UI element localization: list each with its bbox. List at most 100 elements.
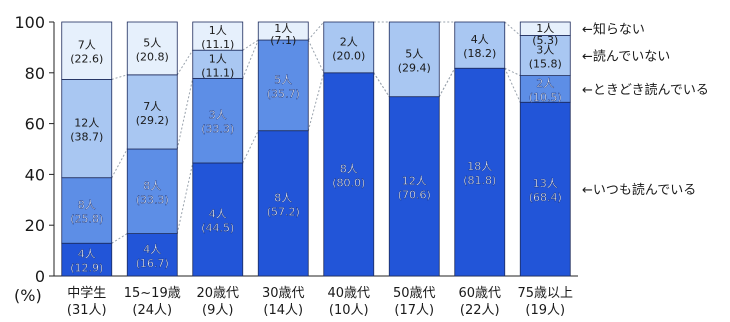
bar-segment-percent-label: (38.7) [70,131,103,144]
label-layer: 4人(12.9)8人(25.8)12人(38.7)7人(22.6)4人(16.7… [70,22,562,275]
segment-connector-line [307,72,325,131]
bar-segment-percent-label: (70.6) [398,188,431,201]
bar-segment-count-label: 2人 [536,77,554,90]
bar-segment [323,21,375,74]
bar-segment [388,21,440,98]
bar-segment-count-label: 8人 [340,162,358,175]
segment-connector-line [504,68,521,103]
bar-segment [257,39,309,132]
bar-segment-percent-label: (57.2) [267,205,300,218]
bar-segment-count-label: 8人 [143,179,161,192]
x-category-count-label: (31人) [67,303,107,318]
bar-segment-count-label: 4人 [143,243,161,256]
y-tick-label: 80 [25,64,45,83]
segment-connector-line [242,39,259,79]
x-category-label: 60歳代 [458,286,501,301]
bar-segment-percent-label: (15.8) [529,58,562,71]
y-tick-label: 0 [35,267,45,286]
bar-segment-percent-label: (80.0) [332,176,365,189]
segment-connector-line [307,21,325,41]
bar-segment-percent-label: (20.0) [332,49,365,62]
bar-segment-percent-label: (33.3) [201,123,234,136]
x-category-count-label: (19人) [525,303,565,318]
segment-connector-line [176,162,194,234]
segment-connector-line [111,233,128,244]
bar-segment [61,177,113,244]
bar-segment [454,67,506,277]
y-tick-label: 20 [25,216,45,235]
segment-connector-line [373,72,390,97]
bar-segment [61,21,113,80]
x-category-count-label: (22人) [460,303,500,318]
bar-segment-percent-label: (10.5) [529,91,562,104]
bar-layer [61,21,571,277]
x-category-label: 40歳代 [327,286,370,301]
bar-segment [192,49,244,79]
bar-segment-count-label: 3人 [536,44,554,57]
bar-segment-percent-label: (44.5) [201,221,234,234]
bar-segment-count-label: 4人 [78,248,96,261]
y-tick-label: 60 [25,115,45,134]
legend-item-label: ←ときどき読んでいる [582,82,709,98]
x-category-count-label: (17人) [394,303,434,318]
segment-connector-line [307,39,325,74]
bar-segment-percent-label: (33.3) [136,193,169,206]
bar-segment-count-label: 8人 [274,191,292,204]
x-category-count-label: (14人) [263,303,303,318]
segment-connector-line [438,67,456,97]
segment-connector-line [242,130,259,164]
bar-segment-percent-label: (81.8) [463,174,496,187]
x-category-label: 15~19歳 [124,286,181,301]
bar-segment-count-label: 1人 [209,52,227,65]
bar-segment-percent-label: (5.3) [532,34,558,47]
bar-segment-percent-label: (11.1) [201,66,234,79]
x-category-count-label: (10人) [329,303,369,318]
bar-segment-percent-label: (7.1) [270,34,296,47]
bar-segment [519,21,571,36]
bar-segment-count-label: 7人 [143,100,161,113]
bar-segment-count-label: 1人 [536,22,554,35]
bar-segment [61,242,113,277]
bar-segment-count-label: 3人 [209,109,227,122]
y-tick-label: 100 [14,13,45,32]
x-category-label: 30歳代 [262,286,305,301]
legend-layer: ←知らない ←読んでいない ←ときどき読んでいる ←いつも読んでいる [582,22,709,198]
segment-connector-line [176,49,194,76]
bar-segment-percent-label: (12.9) [70,262,103,275]
segment-connector-line [504,67,521,77]
bar-segment-count-label: 4人 [209,207,227,220]
bar-segment [519,75,571,103]
bar-segment-percent-label: (29.4) [398,61,431,74]
bar-segment-percent-label: (35.7) [267,87,300,100]
bar-segment-percent-label: (29.2) [136,114,169,127]
bar-segment-percent-label: (25.8) [70,212,103,225]
bar-segment [257,130,309,277]
x-category-label: 20歳代 [196,286,239,301]
bar-segment-count-label: 13人 [533,177,558,190]
legend-item-label: ←いつも読んでいる [582,182,696,198]
bar-segment-count-label: 7人 [78,39,96,52]
bar-segment-percent-label: (20.8) [136,50,169,63]
bar-segment-count-label: 5人 [405,47,423,60]
bar-segment [192,77,244,164]
x-category-count-label: (24人) [132,303,172,318]
bar-segment-count-label: 8人 [78,198,96,211]
bar-segment-count-label: 4人 [471,33,489,46]
y-tick-label: 40 [25,165,45,184]
segment-connector-line [242,39,259,51]
bar-segment-percent-label: (11.1) [201,38,234,51]
y-axis-unit-label: (%) [14,286,42,305]
bar-segment-count-label: 18人 [467,160,492,173]
bar-segment [126,21,178,76]
bar-segment [192,162,244,277]
bar-segment-count-label: 1人 [209,24,227,37]
bar-segment-count-label: 12人 [402,174,427,187]
bar-segment [519,101,571,277]
bar-segment-count-label: 5人 [143,36,161,49]
bar-segment-count-label: 2人 [340,35,358,48]
axis-layer: 0 20 40 60 80 100 (%) 中学生 (31人) 15~19歳 (24人) 20歳代 (9… [14,13,578,318]
bar-segment [257,21,309,41]
segment-connector-line [111,148,128,178]
bar-segment [323,72,375,277]
